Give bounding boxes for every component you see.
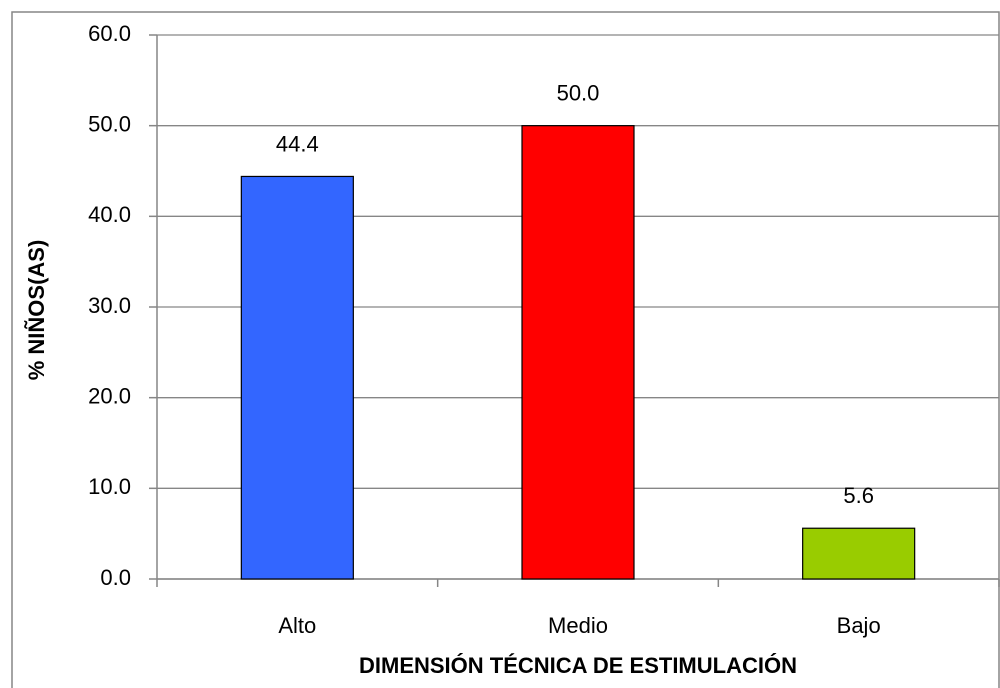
y-tick-label: 10.0 [88,474,131,499]
data-label: 5.6 [843,483,874,508]
data-label: 50.0 [557,80,600,105]
data-label: 44.4 [276,131,319,156]
y-axis-title: % NIÑOS(AS) [24,240,49,381]
y-tick-label: 0.0 [100,565,131,590]
x-axis-title: DIMENSIÓN TÉCNICA DE ESTIMULACIÓN [359,653,797,678]
chart-frame [11,11,1000,688]
y-tick-label: 30.0 [88,293,131,318]
y-tick-label: 60.0 [88,21,131,46]
bar [240,175,354,580]
bar [802,527,916,580]
x-tick-label: Alto [278,613,316,638]
x-tick-label: Bajo [837,613,881,638]
y-tick-label: 20.0 [88,383,131,408]
bar [521,125,635,580]
x-tick-label: Medio [548,613,608,638]
y-tick-label: 50.0 [88,111,131,136]
y-tick-label: 40.0 [88,202,131,227]
